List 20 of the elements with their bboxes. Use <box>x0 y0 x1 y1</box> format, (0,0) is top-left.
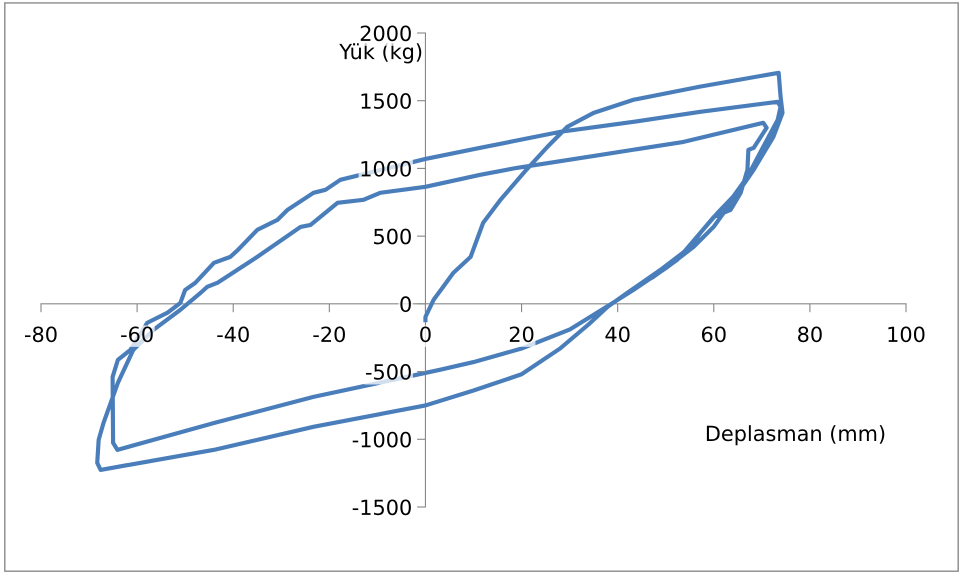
x-tick-label: 100 <box>888 326 924 342</box>
x-tick-label: -20 <box>313 326 345 342</box>
x-tick-label: -40 <box>217 326 249 342</box>
y-axis-title: Yük (kg) <box>339 43 422 64</box>
x-tick-label: -60 <box>121 326 153 342</box>
y-tick-label: 1500 <box>362 93 411 109</box>
y-tick-label: 500 <box>374 228 411 244</box>
y-tick-label: -500 <box>366 364 411 380</box>
y-tick-label: 2000 <box>360 25 411 42</box>
x-tick-label: 0 <box>420 326 431 342</box>
x-tick-label: 40 <box>605 326 630 342</box>
x-tick-label: 20 <box>510 326 534 342</box>
x-axis-title: Deplasman (mm) <box>706 425 884 446</box>
y-tick-label: -1000 <box>352 432 411 448</box>
x-tick-label: -80 <box>25 326 57 342</box>
y-tick-label: 0 <box>400 296 411 312</box>
x-tick-label: 80 <box>798 326 822 342</box>
x-tick-label: 60 <box>702 326 726 342</box>
y-tick-label: -1500 <box>352 499 411 516</box>
y-tick-label: 1000 <box>362 160 411 177</box>
